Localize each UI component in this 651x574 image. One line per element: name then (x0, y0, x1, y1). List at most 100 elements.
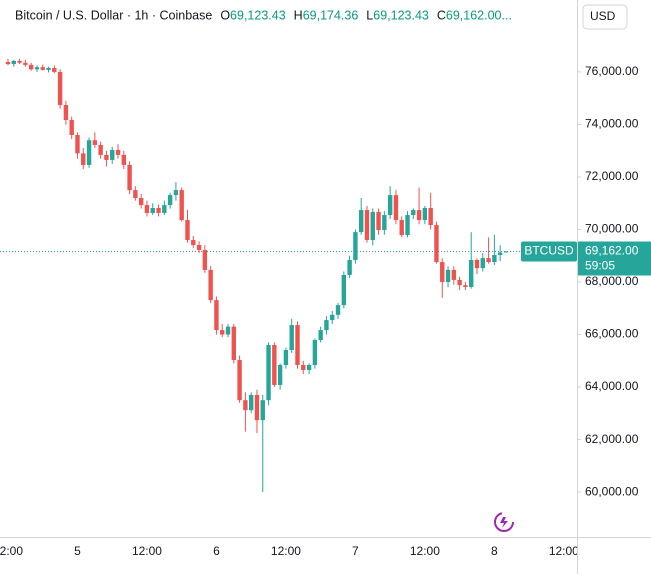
candle-body (474, 259, 480, 269)
candle-body (416, 210, 422, 221)
candle-body (81, 153, 86, 165)
candle-body (364, 210, 370, 241)
logo-bolt (500, 517, 508, 528)
candle-body (335, 305, 341, 315)
currency[interactable]: USD (590, 9, 616, 23)
candle-body (301, 365, 306, 370)
candle-body (451, 269, 457, 280)
candle-body (98, 144, 103, 155)
candle-body (220, 330, 225, 335)
candle-body (312, 340, 318, 366)
x-tick-label: 12:00 (271, 544, 301, 558)
ohlc-key: L (366, 8, 373, 22)
countdown: 59:05 (585, 259, 615, 273)
candle-body (289, 325, 294, 351)
candle-body (52, 68, 57, 72)
candle-body (196, 244, 202, 250)
candle-body (57, 71, 63, 106)
candle-body (28, 64, 34, 70)
candle-body (5, 61, 11, 65)
candle-body (185, 220, 190, 241)
x-tick-label: 12:00 (0, 544, 23, 558)
candle-body (318, 330, 323, 341)
candle-body (75, 134, 80, 154)
ohlc-key: H (294, 8, 303, 22)
y-tick-label: 60,000.00 (585, 484, 639, 498)
candle-body (405, 215, 410, 236)
candle-body (179, 190, 184, 221)
candle-body (214, 300, 219, 331)
candle-body (86, 140, 92, 165)
y-tick-label: 68,000.00 (585, 274, 639, 288)
candle-body (266, 345, 271, 401)
candle-body (150, 207, 155, 213)
candle-body (162, 205, 167, 213)
candle-body (422, 207, 428, 221)
candle-body (110, 149, 115, 160)
candle-body (486, 258, 491, 263)
x-tick-label: 6 (213, 544, 220, 558)
candle-body (283, 350, 289, 366)
x-tick-label: 7 (352, 544, 359, 558)
ohlc-value: 69,123.43 (230, 8, 286, 22)
candle-body (330, 314, 335, 321)
candle-body (370, 211, 375, 241)
candle-body (480, 258, 485, 269)
candle-body (231, 326, 237, 361)
candle-body (237, 360, 242, 401)
candle-body (324, 320, 329, 331)
candle-body (428, 207, 433, 226)
candle-body (492, 254, 497, 263)
candle-body (92, 140, 98, 145)
candle-body (387, 195, 393, 216)
price-tag: 69,162.00 (585, 244, 639, 258)
candle-body (376, 211, 381, 231)
candle-body (17, 60, 22, 63)
price-tag-bg (578, 241, 651, 276)
candle-body (127, 164, 132, 191)
candle-body (202, 249, 208, 270)
candle-body (248, 394, 254, 411)
x-tick-label: 8 (491, 544, 498, 558)
candle-body (167, 195, 173, 206)
y-tick-label: 66,000.00 (585, 327, 639, 341)
x-tick-label: 12:00 (132, 544, 162, 558)
logo (494, 512, 514, 532)
candle-body (353, 232, 358, 260)
candle-body (46, 68, 51, 70)
currency-button[interactable] (582, 4, 628, 30)
candle-body (115, 149, 121, 155)
candle-body (156, 207, 161, 213)
candle-body (104, 154, 109, 160)
candle-body (347, 259, 352, 275)
x-tick-label: 5 (74, 544, 81, 558)
candle-body (34, 67, 40, 70)
candle-body (434, 225, 439, 263)
y-tick-label: 62,000.00 (585, 432, 639, 446)
candle-body (208, 269, 213, 301)
candle-body (144, 205, 150, 213)
candle-body (341, 274, 347, 306)
candle-body (358, 210, 364, 233)
candle-body (121, 154, 126, 165)
candle-body (382, 215, 387, 231)
symbol-tag: BTCUSD (524, 244, 574, 258)
ohlc-key: C (437, 8, 446, 22)
candle-body (243, 400, 248, 411)
x-tick-label: 12:00 (549, 544, 579, 558)
ohlc-key: O (220, 8, 230, 22)
candle-body (11, 60, 16, 65)
y-tick-label: 64,000.00 (585, 379, 639, 393)
ohlc-value: 69,123.43 (373, 8, 429, 22)
candle-body (463, 285, 468, 288)
candle-body (63, 105, 69, 121)
candle-body (23, 62, 28, 65)
candle-body (503, 251, 509, 253)
candle-body (69, 120, 74, 135)
candle-body (277, 365, 283, 385)
candle-body (133, 190, 138, 198)
y-tick-label: 74,000.00 (585, 117, 639, 131)
